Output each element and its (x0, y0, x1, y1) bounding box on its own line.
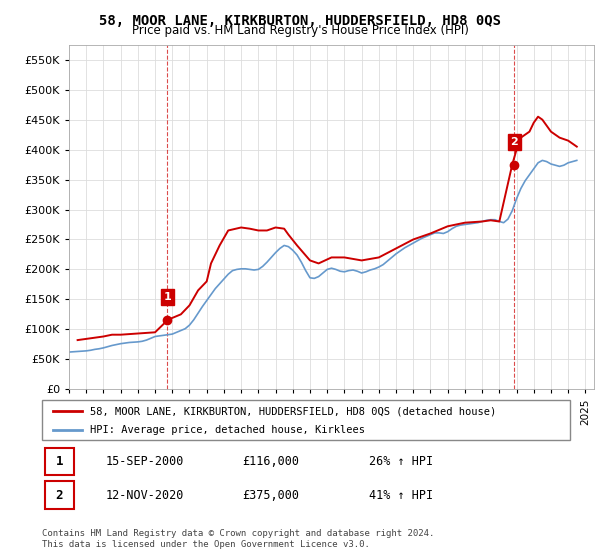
Text: 1: 1 (163, 292, 171, 302)
Text: 58, MOOR LANE, KIRKBURTON, HUDDERSFIELD, HD8 0QS (detached house): 58, MOOR LANE, KIRKBURTON, HUDDERSFIELD,… (89, 407, 496, 417)
Text: £375,000: £375,000 (242, 488, 299, 502)
Text: 2: 2 (511, 137, 518, 147)
Text: Price paid vs. HM Land Registry's House Price Index (HPI): Price paid vs. HM Land Registry's House … (131, 24, 469, 37)
Text: 41% ↑ HPI: 41% ↑ HPI (370, 488, 433, 502)
Text: £116,000: £116,000 (242, 455, 299, 468)
Text: Contains HM Land Registry data © Crown copyright and database right 2024.
This d: Contains HM Land Registry data © Crown c… (42, 529, 434, 549)
Text: 12-NOV-2020: 12-NOV-2020 (106, 488, 184, 502)
Text: 15-SEP-2000: 15-SEP-2000 (106, 455, 184, 468)
FancyBboxPatch shape (44, 447, 74, 475)
Text: 2: 2 (55, 488, 63, 502)
Text: 1: 1 (55, 455, 63, 468)
FancyBboxPatch shape (44, 481, 74, 509)
Text: 58, MOOR LANE, KIRKBURTON, HUDDERSFIELD, HD8 0QS: 58, MOOR LANE, KIRKBURTON, HUDDERSFIELD,… (99, 14, 501, 28)
Text: 26% ↑ HPI: 26% ↑ HPI (370, 455, 433, 468)
Text: HPI: Average price, detached house, Kirklees: HPI: Average price, detached house, Kirk… (89, 425, 365, 435)
FancyBboxPatch shape (42, 400, 570, 440)
